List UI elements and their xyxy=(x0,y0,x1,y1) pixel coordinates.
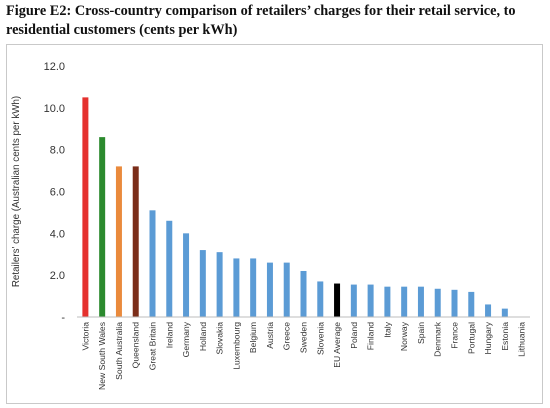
x-category-label: Italy xyxy=(382,321,392,337)
bar xyxy=(199,250,206,317)
bar xyxy=(250,258,257,317)
bar xyxy=(485,304,492,317)
bar xyxy=(99,137,106,317)
x-category-label: Hungary xyxy=(483,321,493,354)
x-category-label: Holland xyxy=(198,322,208,351)
bar xyxy=(317,281,324,317)
x-category-label: Slovakia xyxy=(215,322,225,355)
bar xyxy=(149,210,156,317)
y-tick-label: - xyxy=(61,312,65,324)
y-tick-label: 4.0 xyxy=(50,228,65,240)
figure-caption: Figure E2: Cross-country comparison of r… xyxy=(6,3,516,38)
x-category-label: Sweden xyxy=(299,322,309,353)
bar xyxy=(468,291,475,317)
x-category-label: Belgium xyxy=(248,322,258,353)
bar xyxy=(82,97,89,317)
bar xyxy=(233,258,240,317)
x-category-label: Ireland xyxy=(164,322,174,348)
x-category-label: Luxembourg xyxy=(231,322,241,370)
x-category-label: Great Britain xyxy=(148,322,158,370)
x-category-label: Norway xyxy=(399,321,409,351)
bar xyxy=(350,284,357,317)
x-category-label: Germany xyxy=(181,321,191,357)
x-category-label: Finland xyxy=(366,322,376,350)
bar xyxy=(451,289,458,317)
x-category-label: Portugal xyxy=(466,322,476,354)
y-tick-label: 6.0 xyxy=(50,187,65,199)
x-category-label: Queensland xyxy=(131,322,141,369)
x-category-label: Austria xyxy=(265,322,275,349)
y-tick-label: 2.0 xyxy=(50,270,65,282)
x-category-label: New South Wales xyxy=(97,322,107,390)
y-tick-label: 12.0 xyxy=(44,61,65,73)
x-category-label: EU Average xyxy=(332,322,342,368)
bar xyxy=(384,286,391,317)
bar xyxy=(334,283,341,317)
bar xyxy=(183,233,190,317)
y-tick-label: 10.0 xyxy=(44,103,65,115)
x-category-label: France xyxy=(450,322,460,349)
chart-frame xyxy=(6,44,543,404)
x-category-label: South Australia xyxy=(114,322,124,380)
bar xyxy=(300,270,307,317)
x-category-label: Lithuania xyxy=(517,322,527,357)
x-category-label: Victoria xyxy=(80,322,90,351)
bar xyxy=(401,286,408,317)
y-tick-label: 8.0 xyxy=(50,145,65,157)
bar xyxy=(417,286,424,317)
bar xyxy=(166,220,173,317)
bar xyxy=(266,262,273,317)
bar xyxy=(367,284,374,317)
bar xyxy=(132,166,139,317)
bar xyxy=(501,308,508,317)
bar xyxy=(283,262,290,317)
x-category-label: Poland xyxy=(349,322,359,349)
bar xyxy=(115,166,122,317)
y-axis-label: Retailers' charge (Australian cents per … xyxy=(11,96,22,287)
x-category-label: Denmark xyxy=(433,321,443,357)
x-category-label: Slovenia xyxy=(315,322,325,355)
bar xyxy=(216,252,223,317)
x-category-label: Greece xyxy=(282,322,292,350)
x-category-label: Estonia xyxy=(500,322,510,351)
x-category-label: Spain xyxy=(416,322,426,344)
bar xyxy=(434,288,441,317)
